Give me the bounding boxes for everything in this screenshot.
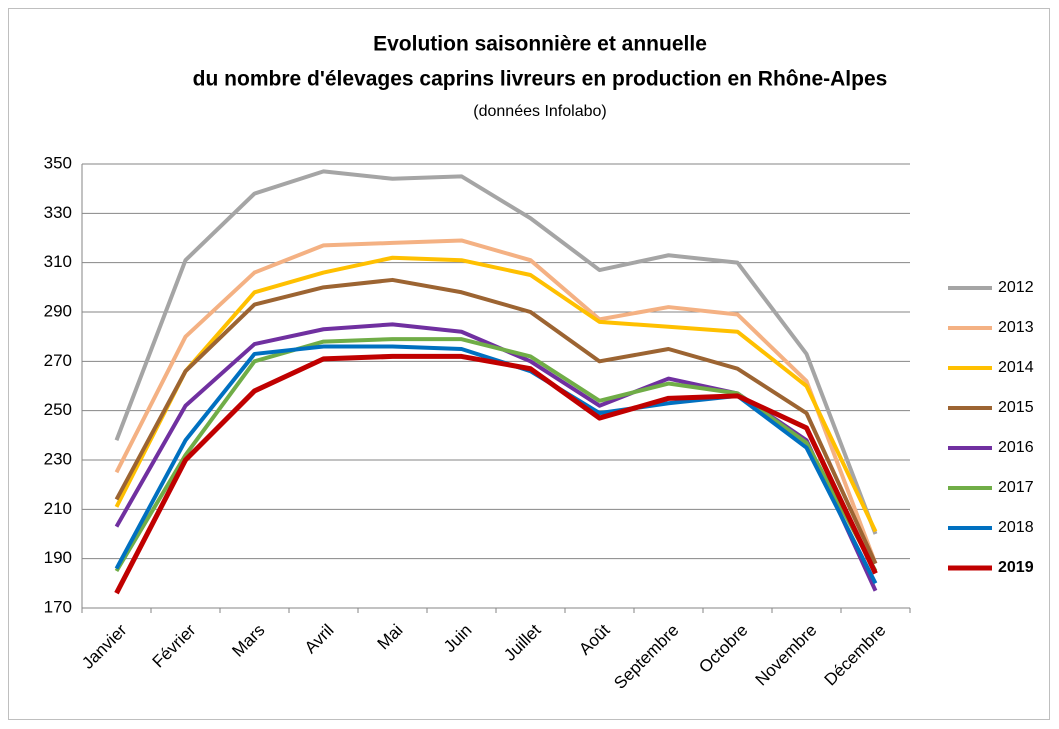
y-tick-label: 250 [44,400,72,419]
data-line [114,255,878,533]
legend-label: 2019 [998,559,1034,576]
legend-label: 2015 [998,399,1034,416]
chart-frame [8,8,1050,720]
legend-label: 2017 [998,479,1034,496]
legend-label: 2014 [998,359,1034,376]
y-tick-label: 270 [44,351,72,370]
data-line [114,353,878,595]
y-tick-label: 290 [44,301,72,320]
y-tick-label: 170 [44,597,72,616]
y-tick-label: 330 [44,203,72,222]
legend-label: 2016 [998,439,1034,456]
legend-label: 2012 [998,279,1034,296]
data-line [114,169,878,535]
y-tick-label: 190 [44,548,72,567]
legend-label: 2013 [998,319,1034,336]
legend-label: 2018 [998,519,1034,536]
data-line [114,238,878,565]
data-line [114,277,878,565]
y-tick-label: 310 [44,252,72,271]
y-tick-label: 210 [44,499,72,518]
y-tick-label: 350 [44,153,72,172]
chart-subtitle: (données Infolabo) [473,103,606,120]
y-tick-label: 230 [44,449,72,468]
chart-title: Evolution saisonnière et annuelle [373,33,707,56]
chart-title: du nombre d'élevages caprins livreurs en… [193,68,888,91]
